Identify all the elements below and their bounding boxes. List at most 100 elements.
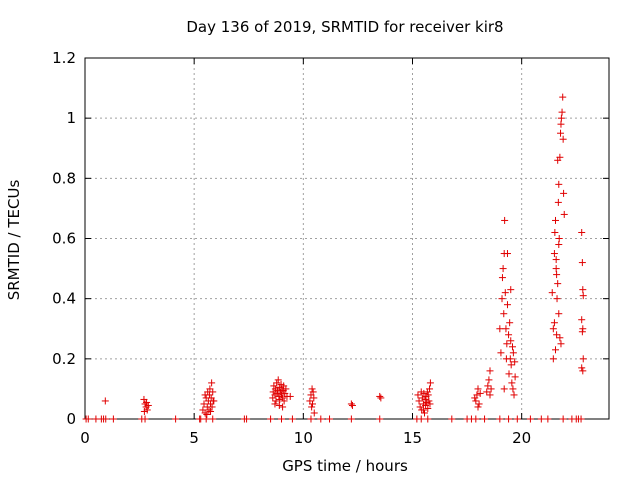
data-point xyxy=(308,385,316,393)
data-point xyxy=(206,385,214,393)
data-point xyxy=(200,400,208,408)
data-point xyxy=(271,400,279,408)
data-point xyxy=(424,415,432,423)
data-point xyxy=(472,397,480,405)
data-point xyxy=(207,407,215,415)
data-point xyxy=(544,415,552,423)
y-tick-labels: 0 0.2 0.4 0.6 0.8 1 1.2 xyxy=(52,49,76,428)
y-tick-label: 0 xyxy=(66,410,76,428)
data-point xyxy=(555,310,563,318)
data-point xyxy=(552,256,560,264)
data-point xyxy=(279,394,287,402)
y-tick-label: 1 xyxy=(66,109,76,127)
data-point xyxy=(307,415,315,423)
data-point xyxy=(414,391,422,399)
data-point xyxy=(486,367,494,375)
data-point xyxy=(511,373,519,381)
data-point xyxy=(503,250,511,258)
data-point xyxy=(485,376,493,384)
data-point xyxy=(208,379,216,387)
y-tick-label: 0.2 xyxy=(52,350,76,368)
data-point xyxy=(272,397,280,405)
data-point xyxy=(309,400,317,408)
data-point xyxy=(553,271,561,279)
data-point xyxy=(474,385,482,393)
data-point xyxy=(578,316,586,324)
data-point xyxy=(560,210,568,218)
data-point xyxy=(556,153,564,161)
data-point xyxy=(286,392,294,400)
data-point xyxy=(509,385,517,393)
data-point xyxy=(417,415,425,423)
data-point xyxy=(508,343,516,351)
data-point xyxy=(201,391,209,399)
data-point xyxy=(376,415,384,423)
data-point xyxy=(549,355,557,363)
y-tick-label: 0.6 xyxy=(52,230,76,248)
data-point xyxy=(472,415,480,423)
data-point xyxy=(579,367,587,375)
data-point xyxy=(201,409,209,417)
data-point xyxy=(282,385,290,393)
data-point xyxy=(348,401,356,409)
data-point xyxy=(507,286,515,294)
data-point xyxy=(557,120,565,128)
data-point xyxy=(526,415,534,423)
data-point xyxy=(476,389,484,397)
data-point xyxy=(559,415,567,423)
data-point xyxy=(487,385,495,393)
data-point xyxy=(555,241,563,249)
data-point xyxy=(497,349,505,357)
data-point xyxy=(537,415,545,423)
data-point xyxy=(505,370,513,378)
data-point xyxy=(506,319,514,327)
data-point xyxy=(473,391,481,399)
data-point xyxy=(310,394,318,402)
data-point xyxy=(209,388,217,396)
data-point xyxy=(279,403,287,411)
data-points xyxy=(82,93,587,423)
data-point xyxy=(548,289,556,297)
data-point xyxy=(484,382,492,390)
data-point xyxy=(499,265,507,273)
data-point xyxy=(486,391,494,399)
data-point xyxy=(448,415,456,423)
data-point xyxy=(500,385,508,393)
data-point xyxy=(84,415,92,423)
data-point xyxy=(141,400,149,408)
data-point xyxy=(415,397,423,405)
data-point xyxy=(424,391,432,399)
data-point xyxy=(278,415,285,423)
data-point xyxy=(507,337,515,345)
data-point xyxy=(275,401,283,409)
data-point xyxy=(557,114,565,122)
data-point xyxy=(579,355,587,363)
data-point xyxy=(579,292,587,300)
data-point xyxy=(578,228,586,236)
data-point xyxy=(500,310,508,318)
data-point xyxy=(579,286,587,294)
data-point xyxy=(276,395,284,403)
y-tick-label: 1.2 xyxy=(52,49,76,67)
data-point xyxy=(507,361,515,369)
data-point xyxy=(502,325,510,333)
data-point xyxy=(326,415,334,423)
data-point xyxy=(276,388,284,396)
data-point xyxy=(513,415,521,423)
data-point xyxy=(418,394,426,402)
data-point xyxy=(552,346,560,354)
data-point xyxy=(550,319,558,327)
data-point xyxy=(552,265,560,273)
data-point xyxy=(376,392,384,400)
data-point xyxy=(347,400,355,408)
data-point xyxy=(578,328,586,336)
data-point xyxy=(558,108,566,116)
data-point xyxy=(498,274,506,282)
grid-lines xyxy=(85,58,609,419)
data-point xyxy=(109,415,117,423)
chart-title: Day 136 of 2019, SRMTID for receiver kir… xyxy=(186,18,503,36)
x-axis-title: GPS time / hours xyxy=(282,457,408,475)
data-point xyxy=(509,349,517,357)
data-point xyxy=(557,340,565,348)
